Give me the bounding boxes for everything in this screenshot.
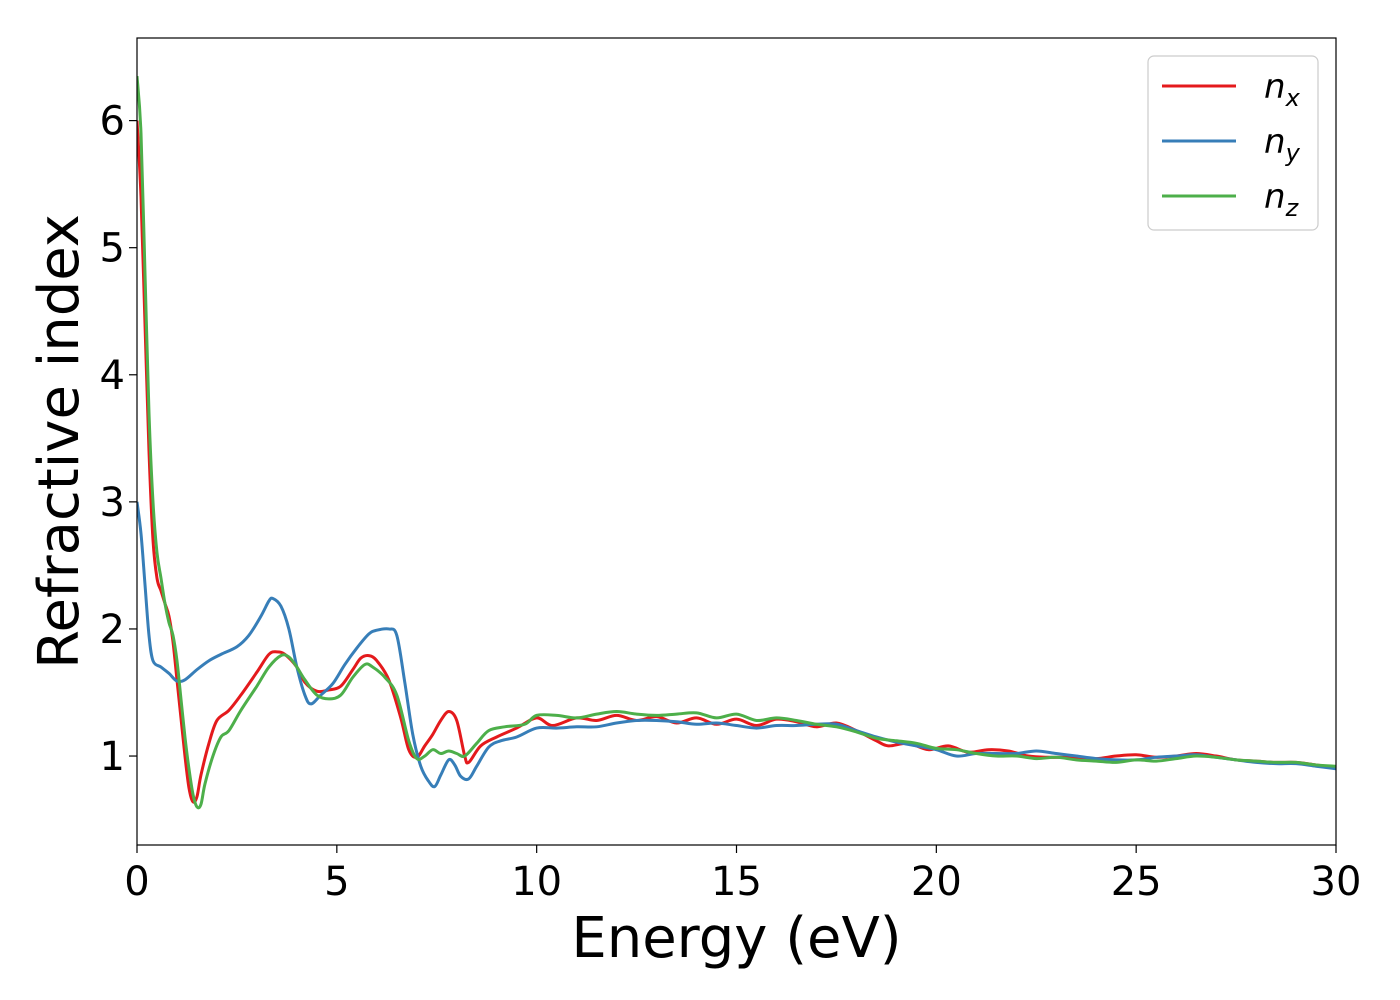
legend-item: nz [1162, 177, 1300, 222]
legend-label-base: n [1264, 177, 1286, 217]
legend-label-base: n [1264, 67, 1286, 107]
y-axis: 1 2 3 4 5 6 [100, 99, 137, 780]
legend-label-subscript: x [1285, 84, 1301, 112]
x-tick-label: 20 [911, 859, 962, 905]
x-tick-label: 0 [124, 859, 149, 905]
legend-label-subscript: z [1285, 194, 1300, 222]
legend-label: nz [1264, 177, 1300, 222]
y-tick-label: 5 [100, 226, 125, 272]
series-line-ny [137, 501, 1336, 789]
legend-label: ny [1264, 122, 1301, 167]
legend-label-subscript: y [1285, 139, 1301, 167]
x-tick-label: 15 [711, 859, 762, 905]
series-line-nx [137, 120, 1336, 804]
y-tick-label: 3 [100, 480, 125, 526]
series-line-nz [137, 76, 1336, 810]
y-tick-label: 6 [100, 99, 125, 145]
legend-item: ny [1162, 122, 1301, 167]
legend-label: nx [1264, 67, 1301, 112]
y-tick-label: 1 [100, 734, 125, 780]
x-tick-label: 30 [1311, 859, 1362, 905]
y-tick-label: 4 [100, 353, 125, 399]
y-tick-label: 2 [100, 607, 125, 653]
series-layer [137, 76, 1336, 810]
legend-box [1147, 55, 1319, 231]
y-axis-title: Refractive index [27, 214, 92, 669]
x-tick-label: 10 [511, 859, 562, 905]
x-axis-title: Energy (eV) [571, 906, 901, 971]
legend-label-base: n [1264, 122, 1286, 162]
legend-item: nx [1162, 67, 1301, 112]
x-tick-label: 25 [1111, 859, 1162, 905]
x-tick-label: 5 [324, 859, 349, 905]
x-axis: 0 5 10 15 20 25 30 [124, 845, 1361, 905]
